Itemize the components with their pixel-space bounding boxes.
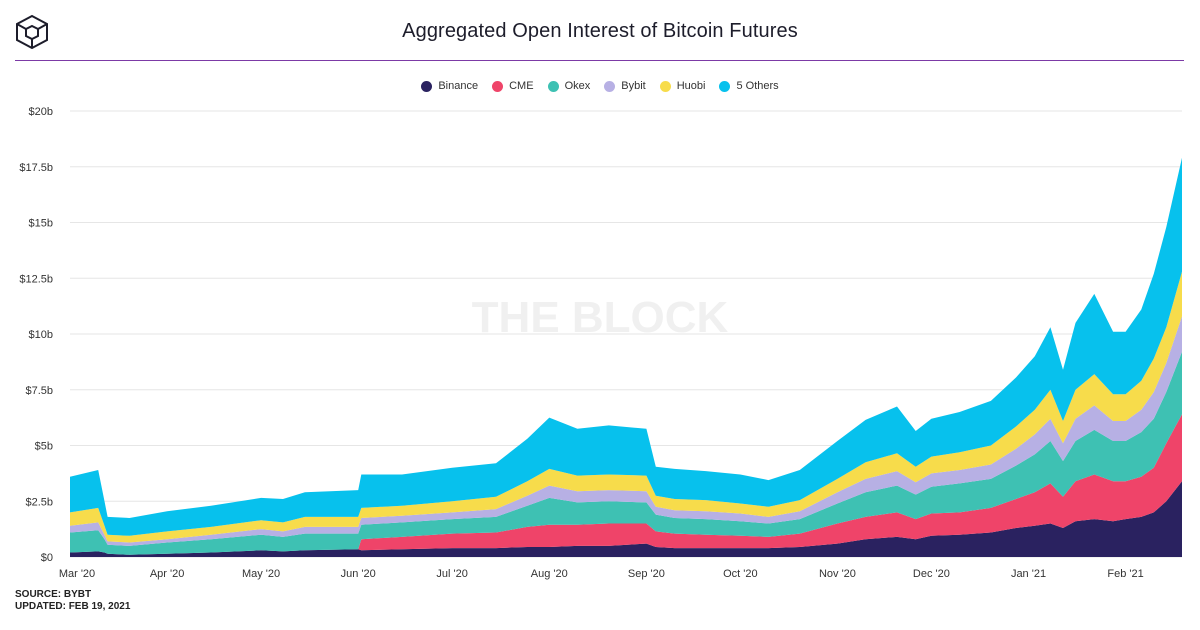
area-series-binance <box>70 481 1182 557</box>
y-tick-label: $17.5b <box>19 162 53 174</box>
y-tick-label: $12.5b <box>19 273 53 285</box>
legend-item[interactable]: Binance <box>421 80 478 92</box>
legend-item[interactable]: CME <box>492 80 534 92</box>
x-tick-label: Sep '20 <box>628 568 665 580</box>
x-tick-label: Jul '20 <box>436 568 467 580</box>
legend-label: Binance <box>438 80 479 92</box>
area-series-okex <box>70 351 1182 555</box>
y-tick-label: $5b <box>35 441 53 453</box>
updated-note: UPDATED: FEB 19, 2021 <box>15 601 131 612</box>
x-tick-label: Apr '20 <box>150 568 185 580</box>
legend-swatch <box>547 80 559 92</box>
legend-item[interactable]: Huobi <box>659 80 706 92</box>
chart-legend: Binance CME Okex Bybit Huobi 5 Others <box>0 80 1200 92</box>
legend-swatch <box>719 80 731 92</box>
x-tick-label: May '20 <box>242 568 280 580</box>
area-series-5-others <box>70 157 1182 536</box>
legend-item[interactable]: Bybit <box>604 80 646 92</box>
legend-swatch <box>659 80 671 92</box>
chart-title: Aggregated Open Interest of Bitcoin Futu… <box>402 20 798 42</box>
legend-item[interactable]: 5 Others <box>719 80 779 92</box>
y-tick-label: $15b <box>29 218 53 230</box>
x-tick-label: Jan '21 <box>1011 568 1046 580</box>
the-block-logo-icon <box>16 14 48 50</box>
legend-swatch <box>421 80 433 92</box>
area-series-cme <box>70 414 1182 555</box>
legend-label: Bybit <box>621 80 646 92</box>
chart-footer: SOURCE: BYBT UPDATED: FEB 19, 2021 <box>15 589 130 613</box>
x-tick-label: Jun '20 <box>341 568 376 580</box>
x-tick-label: Mar '20 <box>59 568 95 580</box>
y-tick-label: $7.5b <box>25 385 53 397</box>
title-divider <box>15 60 1184 61</box>
x-tick-label: Nov '20 <box>819 568 856 580</box>
legend-swatch <box>492 80 504 92</box>
legend-label: CME <box>509 80 534 92</box>
area-series-bybit <box>70 316 1182 546</box>
x-tick-label: Oct '20 <box>723 568 758 580</box>
legend-label: 5 Others <box>736 80 779 92</box>
legend-swatch <box>604 80 616 92</box>
x-tick-label: Feb '21 <box>1107 568 1143 580</box>
legend-label: Okex <box>564 80 591 92</box>
y-tick-label: $10b <box>29 329 53 341</box>
x-tick-label: Aug '20 <box>531 568 568 580</box>
legend-label: Huobi <box>676 80 706 92</box>
area-series-huobi <box>70 271 1182 543</box>
legend-item[interactable]: Okex <box>547 80 591 92</box>
x-tick-label: Dec '20 <box>913 568 950 580</box>
y-tick-label: $20b <box>29 106 53 118</box>
y-tick-label: $0 <box>41 552 53 564</box>
y-tick-label: $2.5b <box>25 496 53 508</box>
source-note: SOURCE: BYBT <box>15 589 92 600</box>
watermark: THE BLOCK <box>472 293 729 342</box>
